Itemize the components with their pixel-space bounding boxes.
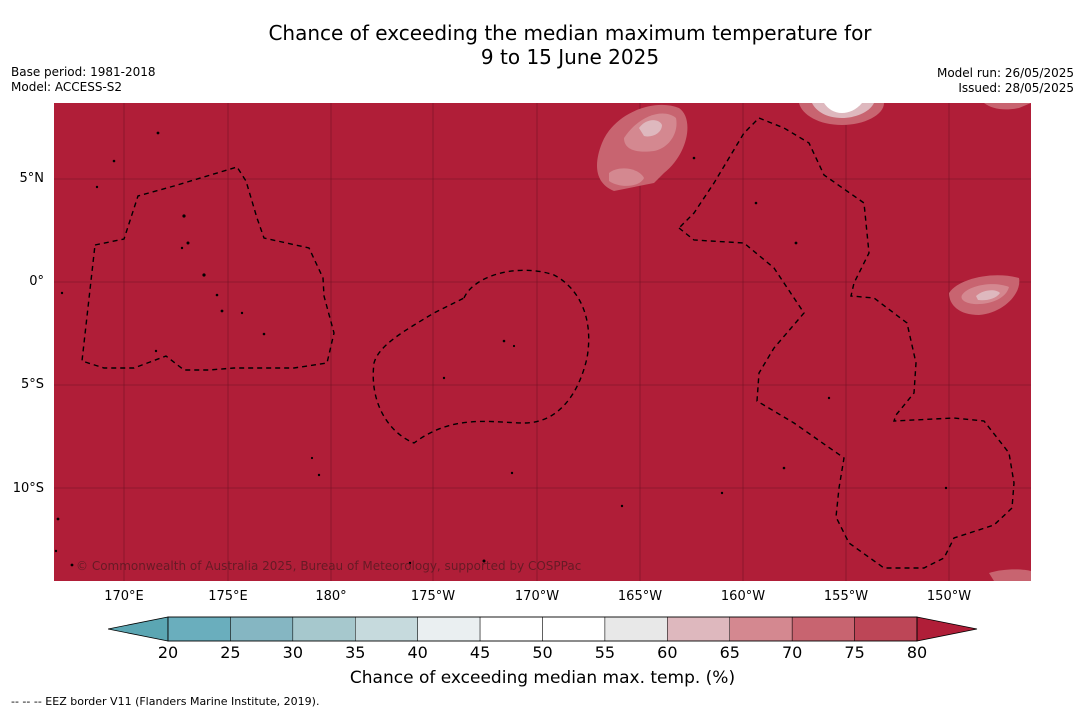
lon-label-165w: 165°W: [617, 589, 663, 604]
copyright-notice: © Commonwealth of Australia 2025, Bureau…: [76, 559, 582, 573]
colorbar-cell: [854, 616, 918, 642]
colorbar-tick-label: 65: [719, 643, 740, 662]
colorbar-tick-label: 25: [220, 643, 241, 662]
colorbar-cell: [479, 616, 543, 642]
meta-left: Base period: 1981-2018 Model: ACCESS-S2: [11, 65, 156, 95]
colorbar-cell: [292, 616, 356, 642]
eez-borders: [81, 117, 1015, 569]
islands: [54, 131, 948, 567]
ocean-background: [54, 103, 1031, 581]
lon-label-150w: 150°W: [926, 589, 972, 604]
colorbar-tick-label: 55: [594, 643, 616, 662]
colorbar-cell: [167, 616, 231, 642]
colorbar-tick-label: 80: [906, 643, 928, 662]
colorbar-over-arrow: [916, 616, 978, 642]
colorbar-tick-label: 30: [282, 643, 304, 662]
map-panel: [54, 103, 1031, 581]
anomaly-patch-east: [949, 275, 1031, 581]
model-name: Model: ACCESS-S2: [11, 80, 123, 94]
title-line-2: 9 to 15 June 2025: [480, 45, 660, 69]
map-svg: [54, 103, 1031, 581]
lat-label-5s: 5°S: [20, 377, 44, 392]
colorbar-cells: [167, 616, 918, 642]
lat-label-10s: 10°S: [12, 481, 44, 496]
colorbar-tick-label: 75: [844, 643, 865, 662]
colorbar-title: Chance of exceeding median max. temp. (%…: [349, 668, 736, 688]
lon-label-175e: 175°E: [208, 589, 248, 604]
lon-label-170e: 170°E: [104, 589, 144, 604]
colorbar-tick-label: 50: [532, 643, 553, 662]
lon-label-155w: 155°W: [823, 589, 869, 604]
lat-label-5n: 5°N: [19, 171, 45, 186]
base-period: Base period: 1981-2018: [11, 65, 156, 79]
model-run: Model run: 26/05/2025: [936, 66, 1074, 80]
colorbar-tick-label: 70: [781, 643, 803, 662]
eez-legend-note: -- -- -- EEZ border V11 (Flanders Marine…: [11, 695, 320, 708]
lon-label-175w: 175°W: [410, 589, 456, 604]
graticule: [54, 103, 1031, 581]
lon-label-170w: 170°W: [514, 589, 560, 604]
colorbar-tick-label: 45: [469, 643, 491, 662]
colorbar-svg: [107, 616, 978, 642]
colorbar: [107, 616, 978, 648]
map-title: Chance of exceeding the median maximum t…: [0, 21, 1085, 69]
colorbar-cell: [729, 616, 793, 642]
meta-right: Model run: 26/05/2025 Issued: 28/05/2025: [937, 66, 1074, 96]
colorbar-cell: [604, 616, 668, 642]
colorbar-tick-label: 40: [407, 643, 428, 662]
lon-label-180: 180°: [315, 589, 347, 604]
anomaly-patch-northeast: [799, 103, 1031, 125]
colorbar-tick-label: 20: [157, 643, 179, 662]
colorbar-cell: [667, 616, 730, 642]
colorbar-cell: [230, 616, 294, 642]
colorbar-under-arrow: [107, 616, 169, 642]
colorbar-cell: [791, 616, 855, 642]
issued-date: Issued: 28/05/2025: [958, 81, 1074, 95]
title-line-1: Chance of exceeding the median maximum t…: [268, 21, 872, 45]
colorbar-tick-label: 35: [345, 643, 366, 662]
lat-label-0: 0°: [29, 274, 44, 289]
colorbar-tick-label: 60: [657, 643, 678, 662]
anomaly-patch-north: [597, 104, 688, 191]
colorbar-cell: [355, 616, 418, 642]
colorbar-cell: [417, 616, 481, 642]
lon-label-160w: 160°W: [720, 589, 766, 604]
colorbar-cell: [542, 616, 606, 642]
colorbar-outline: [167, 616, 918, 642]
